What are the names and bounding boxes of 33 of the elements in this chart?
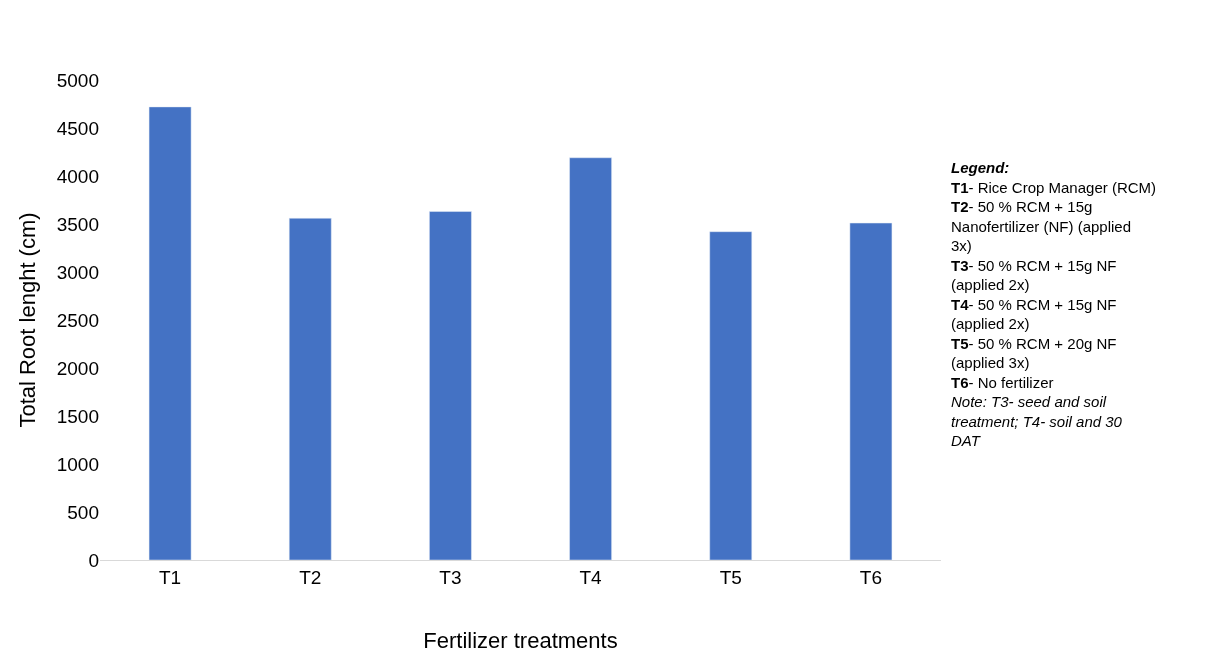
text: Note: T3- seed and soil treatment; T4- soil and 30 DAT [951,393,1123,449]
y-tick-label: 3500 [56,213,99,235]
x-tick-label: T2 [299,566,322,588]
x-tick-label: T4 [579,566,603,588]
x-tick-label: T6 [859,566,883,588]
y-tick-label: 1500 [56,405,99,427]
x-axis-title: Fertilizer treatments [423,627,618,653]
y-tick-label: 0 [88,549,99,571]
bar [429,211,472,560]
y-axis-title: Total Root lenght (cm) [14,212,40,428]
y-tick-label: 4500 [56,117,99,139]
bar [849,222,893,560]
text: T4- 50 % RCM + 15g NF (applied 2x) [951,295,1117,332]
text: T6- No fertilizer [951,373,1054,391]
y-tick-label: 5000 [56,69,99,91]
text: Legend: [951,159,1010,176]
text: T5- 50 % RCM + 20g NF (applied 3x) [951,334,1117,371]
x-tick-label: T1 [158,566,182,588]
bar [709,231,753,560]
y-tick-label: 2500 [56,309,99,331]
x-tick-label: T5 [719,566,742,588]
y-tick-label: 2000 [56,357,99,379]
bar [288,217,332,560]
bar [569,157,612,560]
y-tick-label: 500 [67,501,99,523]
bar [148,106,192,560]
text: T3- 50 % RCM + 15g NF (applied 2x) [951,256,1117,293]
text: T1- Rice Crop Manager (RCM) [951,178,1157,196]
y-tick-label: 3000 [56,261,99,283]
y-tick-label: 4000 [56,165,99,187]
text: T2- 50 % RCM + 15g Nanofertilizer (NF) (applied 3x) [951,198,1132,254]
x-tick-label: T3 [439,566,462,588]
y-tick-label: 1000 [56,453,99,475]
